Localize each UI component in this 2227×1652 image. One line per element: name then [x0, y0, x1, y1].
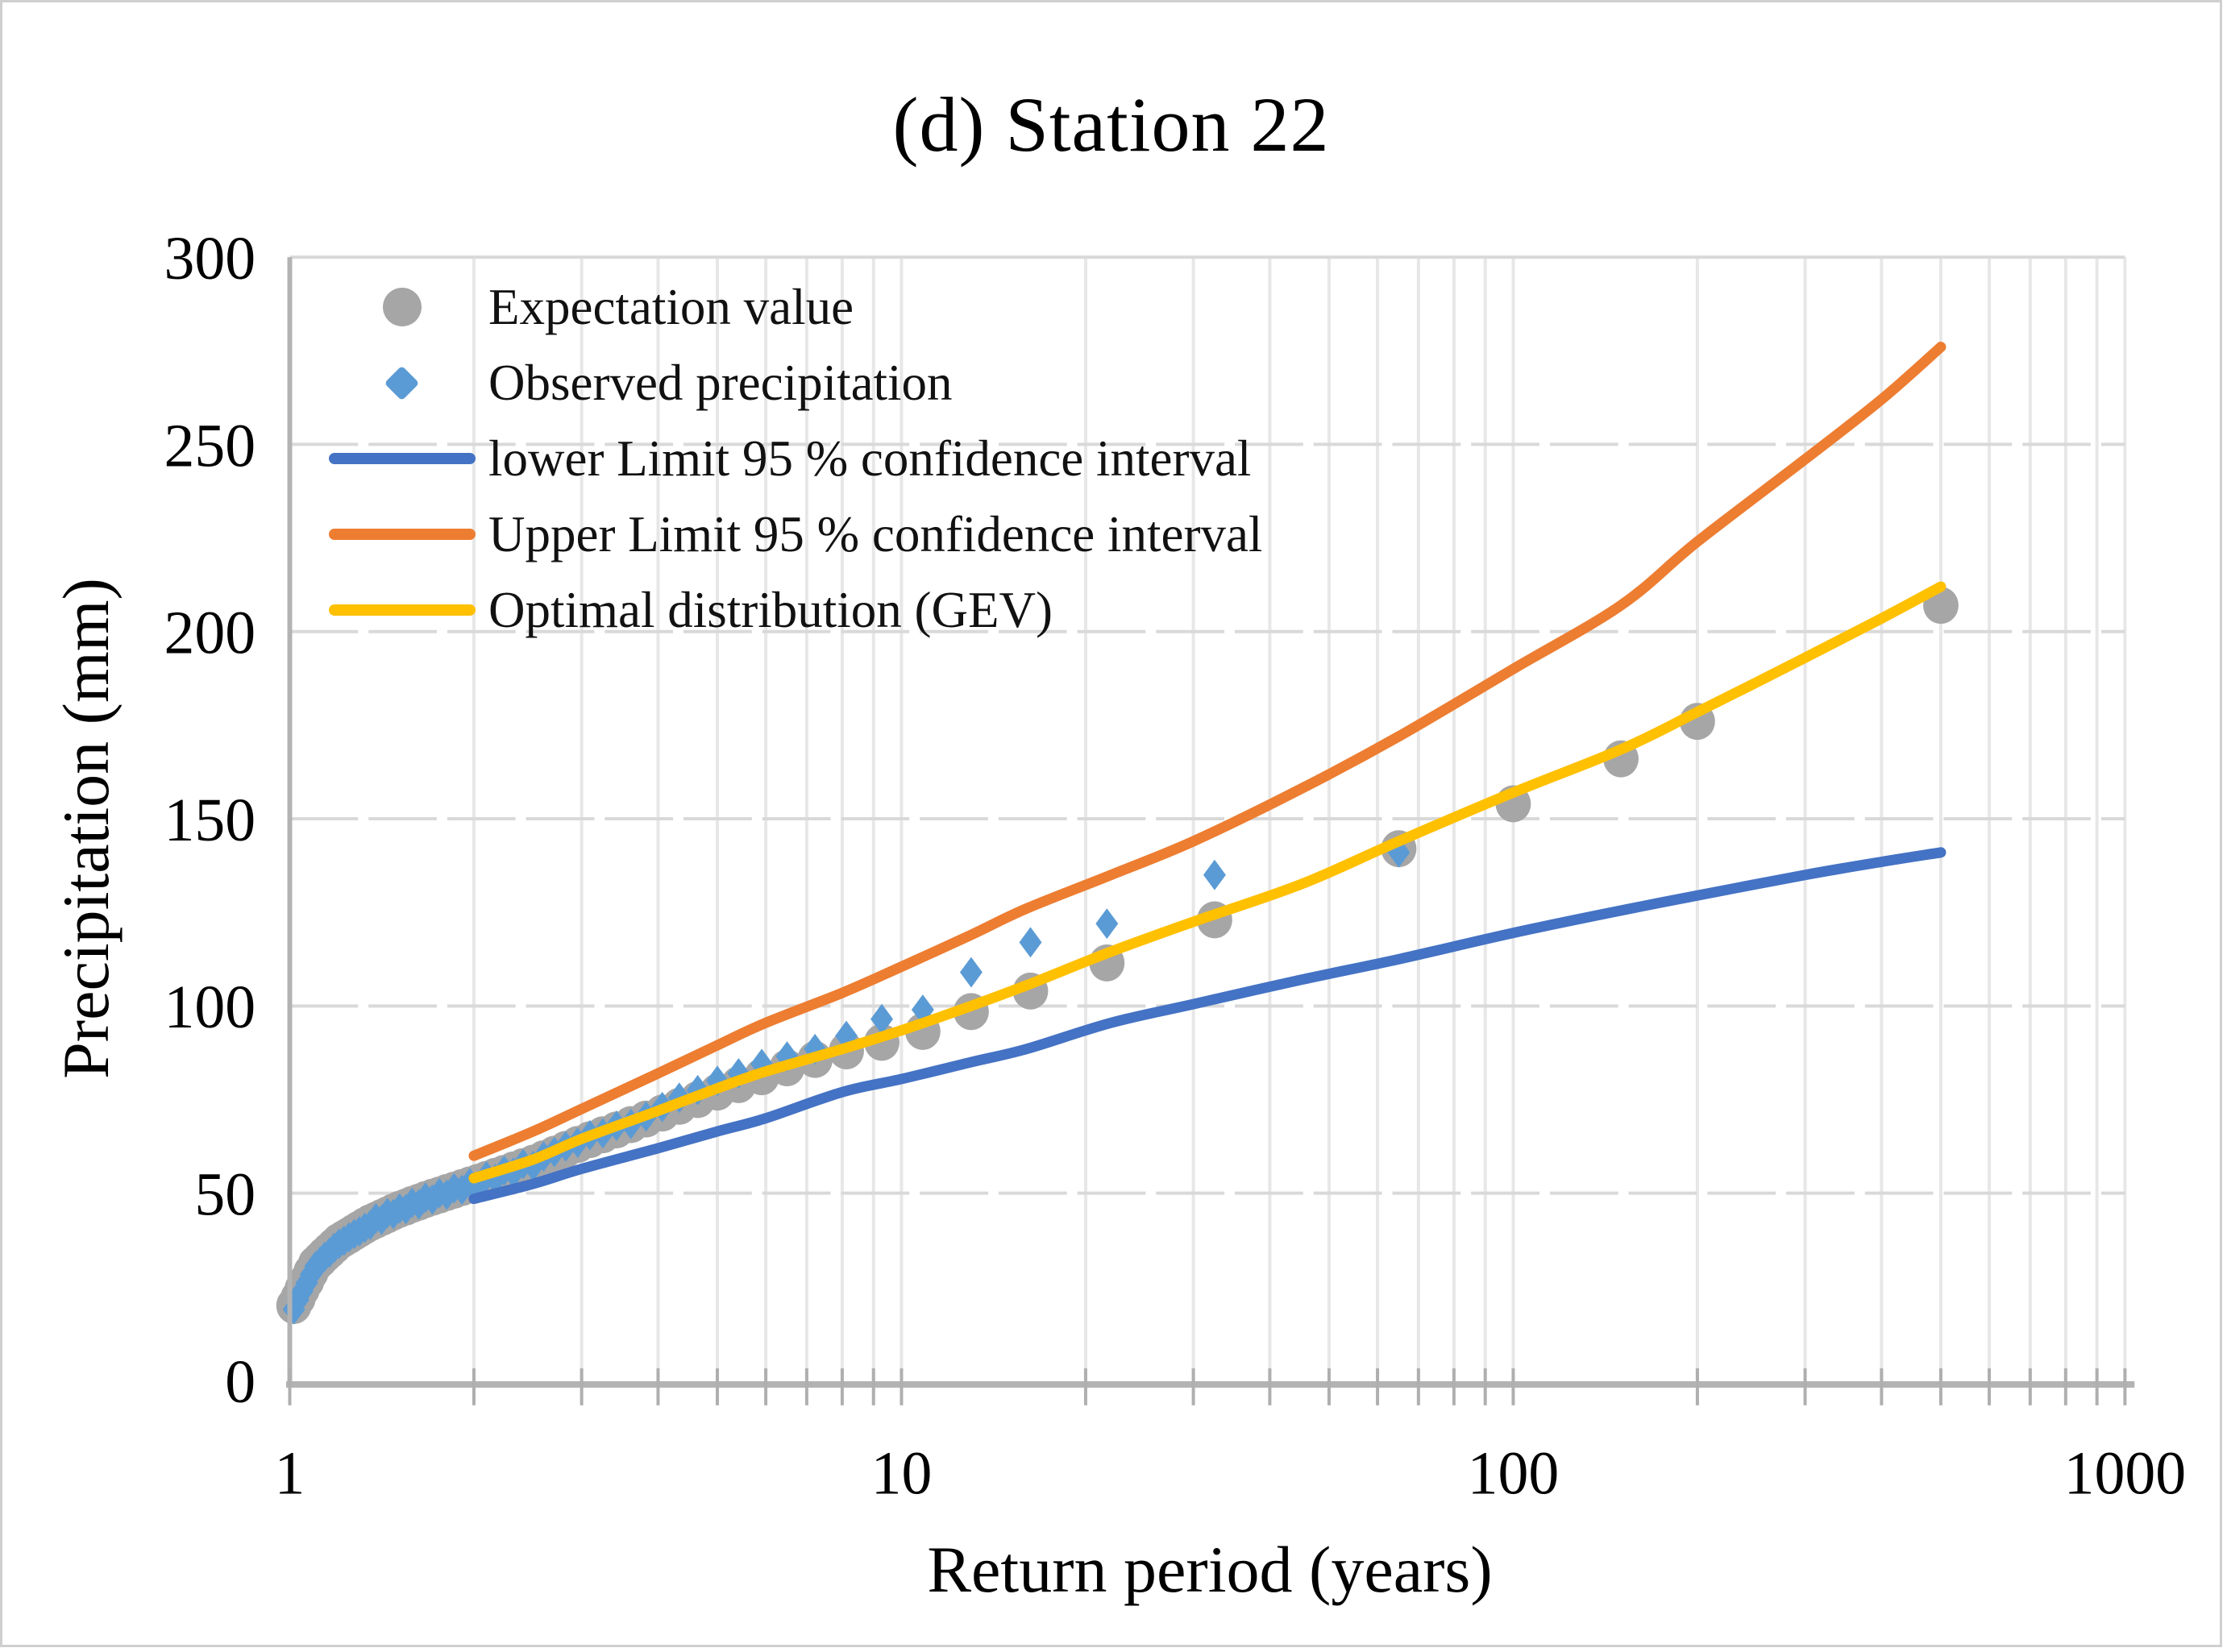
legend-label: lower Limit 95 % confidence interval	[488, 430, 1252, 487]
upper-limit-95-confidence-interval-line	[468, 342, 1947, 1161]
legend-item-optimal: Optimal distribution (GEV)	[315, 572, 1262, 648]
line-swatch-icon	[328, 453, 476, 464]
y-axis-title: Precipitation (mm)	[49, 578, 123, 1079]
diamond-marker-icon	[384, 365, 420, 401]
legend-label: Expectation value	[488, 279, 854, 335]
legend-item-lower-limit: lower Limit 95 % confidence interval	[315, 421, 1262, 496]
observed-point	[959, 957, 983, 988]
line-swatch-icon	[328, 604, 476, 616]
y-tick-label-150: 150	[164, 787, 256, 854]
chart-title: (d) Station 22	[892, 81, 1330, 168]
series-layer	[276, 342, 1959, 1325]
legend-label: Observed precipitation	[488, 355, 953, 411]
lower-limit-95-confidence-interval-line	[468, 847, 1947, 1205]
observed-point	[870, 1003, 893, 1035]
legend-label: Upper Limit 95 % confidence interval	[488, 506, 1263, 562]
y-tick-label-50: 50	[194, 1161, 256, 1229]
legend: Expectation value Observed precipitation…	[315, 269, 1262, 648]
y-tick-label-200: 200	[164, 600, 256, 667]
observed-point	[1095, 908, 1119, 940]
x-tick-label-100: 100	[1468, 1440, 1560, 1508]
y-tick-label-0: 0	[225, 1348, 256, 1416]
circle-marker-icon	[382, 288, 422, 326]
legend-item-upper-limit: Upper Limit 95 % confidence interval	[315, 496, 1262, 572]
legend-item-expectation: Expectation value	[315, 269, 1262, 345]
x-tick-label-10: 10	[871, 1440, 933, 1508]
observed-point	[1203, 859, 1226, 890]
x-axis-title: Return period (years)	[927, 1533, 1493, 1606]
x-tick-label-1000: 1000	[2064, 1440, 2187, 1508]
x-tick-label-1: 1	[275, 1440, 305, 1508]
observed-point	[1019, 927, 1042, 958]
line-swatch-icon	[328, 529, 476, 540]
optimal-distribution-gev-line	[468, 581, 1947, 1184]
axis-layer: 1 10 100 1000 0 50 100 150 200 250 300	[164, 225, 2186, 1508]
y-tick-label-100: 100	[164, 973, 256, 1041]
legend-item-observed: Observed precipitation	[315, 345, 1262, 421]
y-tick-label-300: 300	[164, 225, 256, 293]
legend-label: Optimal distribution (GEV)	[488, 582, 1053, 638]
y-tick-label-250: 250	[164, 412, 256, 479]
